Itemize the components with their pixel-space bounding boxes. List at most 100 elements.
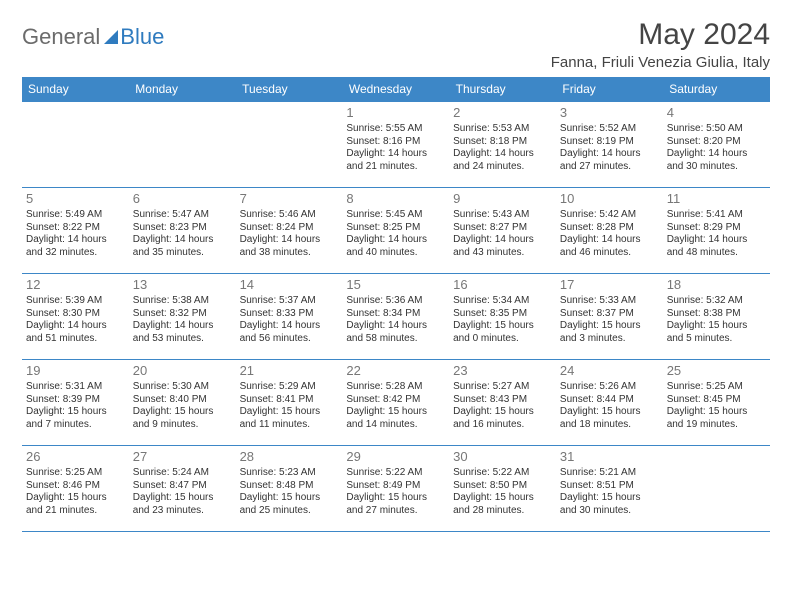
day-header: Friday — [556, 77, 663, 102]
sunrise-line: Sunrise: 5:28 AM — [346, 381, 445, 394]
sunrise-line: Sunrise: 5:41 AM — [667, 209, 766, 222]
week-row: 26Sunrise: 5:25 AMSunset: 8:46 PMDayligh… — [22, 446, 770, 532]
sunrise-line: Sunrise: 5:43 AM — [453, 209, 552, 222]
sunset-line: Sunset: 8:32 PM — [133, 308, 232, 321]
day-cell: 9Sunrise: 5:43 AMSunset: 8:27 PMDaylight… — [449, 188, 556, 274]
calendar-page: General Blue May 2024 Fanna, Friuli Vene… — [0, 0, 792, 550]
sunrise-line: Sunrise: 5:32 AM — [667, 295, 766, 308]
day-number: 30 — [453, 449, 552, 465]
sunset-line: Sunset: 8:50 PM — [453, 480, 552, 493]
sunrise-line: Sunrise: 5:30 AM — [133, 381, 232, 394]
daylight-line: Daylight: 15 hours and 28 minutes. — [453, 492, 552, 517]
brand-part2: Blue — [120, 24, 164, 50]
week-row: 1Sunrise: 5:55 AMSunset: 8:16 PMDaylight… — [22, 102, 770, 188]
header: General Blue May 2024 Fanna, Friuli Vene… — [22, 18, 770, 71]
sunrise-line: Sunrise: 5:45 AM — [346, 209, 445, 222]
day-number: 1 — [346, 105, 445, 121]
day-number: 2 — [453, 105, 552, 121]
month-title: May 2024 — [551, 18, 770, 52]
sunset-line: Sunset: 8:16 PM — [346, 136, 445, 149]
day-number: 6 — [133, 191, 232, 207]
sunrise-line: Sunrise: 5:53 AM — [453, 123, 552, 136]
sunrise-line: Sunrise: 5:25 AM — [26, 467, 125, 480]
week-row: 12Sunrise: 5:39 AMSunset: 8:30 PMDayligh… — [22, 274, 770, 360]
daylight-line: Daylight: 14 hours and 48 minutes. — [667, 234, 766, 259]
sunrise-line: Sunrise: 5:39 AM — [26, 295, 125, 308]
day-number: 22 — [346, 363, 445, 379]
day-cell: 17Sunrise: 5:33 AMSunset: 8:37 PMDayligh… — [556, 274, 663, 360]
sunset-line: Sunset: 8:45 PM — [667, 394, 766, 407]
sunset-line: Sunset: 8:25 PM — [346, 222, 445, 235]
day-cell: 29Sunrise: 5:22 AMSunset: 8:49 PMDayligh… — [342, 446, 449, 532]
daylight-line: Daylight: 15 hours and 27 minutes. — [346, 492, 445, 517]
sunset-line: Sunset: 8:46 PM — [26, 480, 125, 493]
daylight-line: Daylight: 14 hours and 46 minutes. — [560, 234, 659, 259]
daylight-line: Daylight: 14 hours and 56 minutes. — [240, 320, 339, 345]
sunset-line: Sunset: 8:37 PM — [560, 308, 659, 321]
day-number: 28 — [240, 449, 339, 465]
title-block: May 2024 Fanna, Friuli Venezia Giulia, I… — [551, 18, 770, 71]
day-cell: 19Sunrise: 5:31 AMSunset: 8:39 PMDayligh… — [22, 360, 129, 446]
day-number: 18 — [667, 277, 766, 293]
sunset-line: Sunset: 8:47 PM — [133, 480, 232, 493]
sunset-line: Sunset: 8:22 PM — [26, 222, 125, 235]
day-number: 21 — [240, 363, 339, 379]
daylight-line: Daylight: 15 hours and 16 minutes. — [453, 406, 552, 431]
daylight-line: Daylight: 15 hours and 3 minutes. — [560, 320, 659, 345]
sunset-line: Sunset: 8:28 PM — [560, 222, 659, 235]
day-number: 11 — [667, 191, 766, 207]
daylight-line: Daylight: 14 hours and 32 minutes. — [26, 234, 125, 259]
sunset-line: Sunset: 8:30 PM — [26, 308, 125, 321]
day-cell: 5Sunrise: 5:49 AMSunset: 8:22 PMDaylight… — [22, 188, 129, 274]
daylight-line: Daylight: 15 hours and 5 minutes. — [667, 320, 766, 345]
brand-logo: General Blue — [22, 18, 164, 50]
sunset-line: Sunset: 8:43 PM — [453, 394, 552, 407]
sunset-line: Sunset: 8:38 PM — [667, 308, 766, 321]
sunset-line: Sunset: 8:40 PM — [133, 394, 232, 407]
day-number: 3 — [560, 105, 659, 121]
day-cell: 25Sunrise: 5:25 AMSunset: 8:45 PMDayligh… — [663, 360, 770, 446]
triangle-icon — [104, 30, 118, 44]
day-number: 10 — [560, 191, 659, 207]
day-cell: 16Sunrise: 5:34 AMSunset: 8:35 PMDayligh… — [449, 274, 556, 360]
daylight-line: Daylight: 15 hours and 23 minutes. — [133, 492, 232, 517]
day-header: Saturday — [663, 77, 770, 102]
sunrise-line: Sunrise: 5:50 AM — [667, 123, 766, 136]
sunset-line: Sunset: 8:20 PM — [667, 136, 766, 149]
day-cell: 30Sunrise: 5:22 AMSunset: 8:50 PMDayligh… — [449, 446, 556, 532]
daylight-line: Daylight: 14 hours and 40 minutes. — [346, 234, 445, 259]
day-cell: 14Sunrise: 5:37 AMSunset: 8:33 PMDayligh… — [236, 274, 343, 360]
day-cell: 31Sunrise: 5:21 AMSunset: 8:51 PMDayligh… — [556, 446, 663, 532]
day-cell: 10Sunrise: 5:42 AMSunset: 8:28 PMDayligh… — [556, 188, 663, 274]
location-label: Fanna, Friuli Venezia Giulia, Italy — [551, 54, 770, 71]
sunset-line: Sunset: 8:44 PM — [560, 394, 659, 407]
sunrise-line: Sunrise: 5:29 AM — [240, 381, 339, 394]
day-number: 20 — [133, 363, 232, 379]
day-number: 16 — [453, 277, 552, 293]
day-number: 7 — [240, 191, 339, 207]
day-cell: 6Sunrise: 5:47 AMSunset: 8:23 PMDaylight… — [129, 188, 236, 274]
day-number: 23 — [453, 363, 552, 379]
sunset-line: Sunset: 8:33 PM — [240, 308, 339, 321]
day-cell: 2Sunrise: 5:53 AMSunset: 8:18 PMDaylight… — [449, 102, 556, 188]
daylight-line: Daylight: 14 hours and 27 minutes. — [560, 148, 659, 173]
empty-cell — [129, 102, 236, 188]
sunset-line: Sunset: 8:42 PM — [346, 394, 445, 407]
sunrise-line: Sunrise: 5:37 AM — [240, 295, 339, 308]
sunset-line: Sunset: 8:35 PM — [453, 308, 552, 321]
sunrise-line: Sunrise: 5:36 AM — [346, 295, 445, 308]
daylight-line: Daylight: 15 hours and 21 minutes. — [26, 492, 125, 517]
day-number: 13 — [133, 277, 232, 293]
sunrise-line: Sunrise: 5:47 AM — [133, 209, 232, 222]
sunset-line: Sunset: 8:39 PM — [26, 394, 125, 407]
day-number: 26 — [26, 449, 125, 465]
sunset-line: Sunset: 8:29 PM — [667, 222, 766, 235]
sunset-line: Sunset: 8:23 PM — [133, 222, 232, 235]
daylight-line: Daylight: 15 hours and 30 minutes. — [560, 492, 659, 517]
day-number: 9 — [453, 191, 552, 207]
sunset-line: Sunset: 8:19 PM — [560, 136, 659, 149]
sunrise-line: Sunrise: 5:46 AM — [240, 209, 339, 222]
daylight-line: Daylight: 14 hours and 51 minutes. — [26, 320, 125, 345]
sunrise-line: Sunrise: 5:24 AM — [133, 467, 232, 480]
sunrise-line: Sunrise: 5:33 AM — [560, 295, 659, 308]
